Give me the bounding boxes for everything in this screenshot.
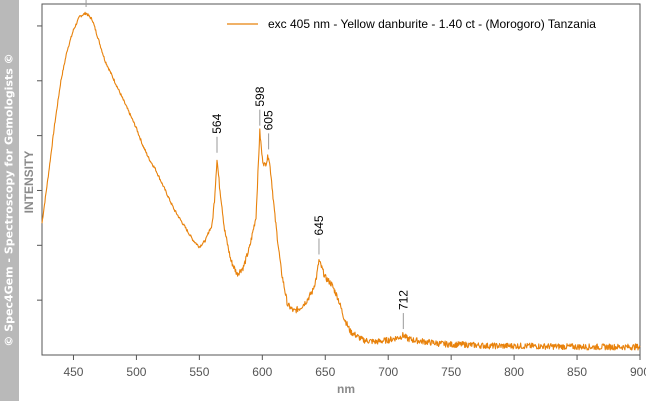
watermark-sidebar: © Spec4Gem - Spectroscopy for Gemologist… [0,0,19,401]
chart-marks: 460564598605645712 [41,0,641,351]
plot-frame [41,3,641,356]
peak-label: 598 [253,86,267,106]
x-tick-label: 900 [630,365,646,379]
x-tick-label: 450 [63,365,83,379]
x-tick-label: 850 [567,365,587,379]
x-tick-label: 750 [441,365,461,379]
series-line [41,11,641,351]
x-tick-label: 700 [378,365,398,379]
peak-label: 564 [210,113,224,133]
peak-label: 645 [312,215,326,235]
x-tick-label: 650 [315,365,335,379]
y-axis-label: INTENSITY [22,151,36,214]
x-tick-label: 600 [252,365,272,379]
x-tick-label: 500 [126,365,146,379]
peak-label: 712 [396,290,410,310]
x-tick-label: 550 [189,365,209,379]
legend-label: exc 405 nm - Yellow danburite - 1.40 ct … [268,17,596,31]
chart-axes: 450 500 550 600 650 700 750 800 850 900 [37,3,646,379]
x-axis-label: nm [337,382,355,396]
chart-legend: exc 405 nm - Yellow danburite - 1.40 ct … [227,17,596,31]
x-tick-label: 800 [504,365,524,379]
peak-label: 605 [262,110,276,130]
